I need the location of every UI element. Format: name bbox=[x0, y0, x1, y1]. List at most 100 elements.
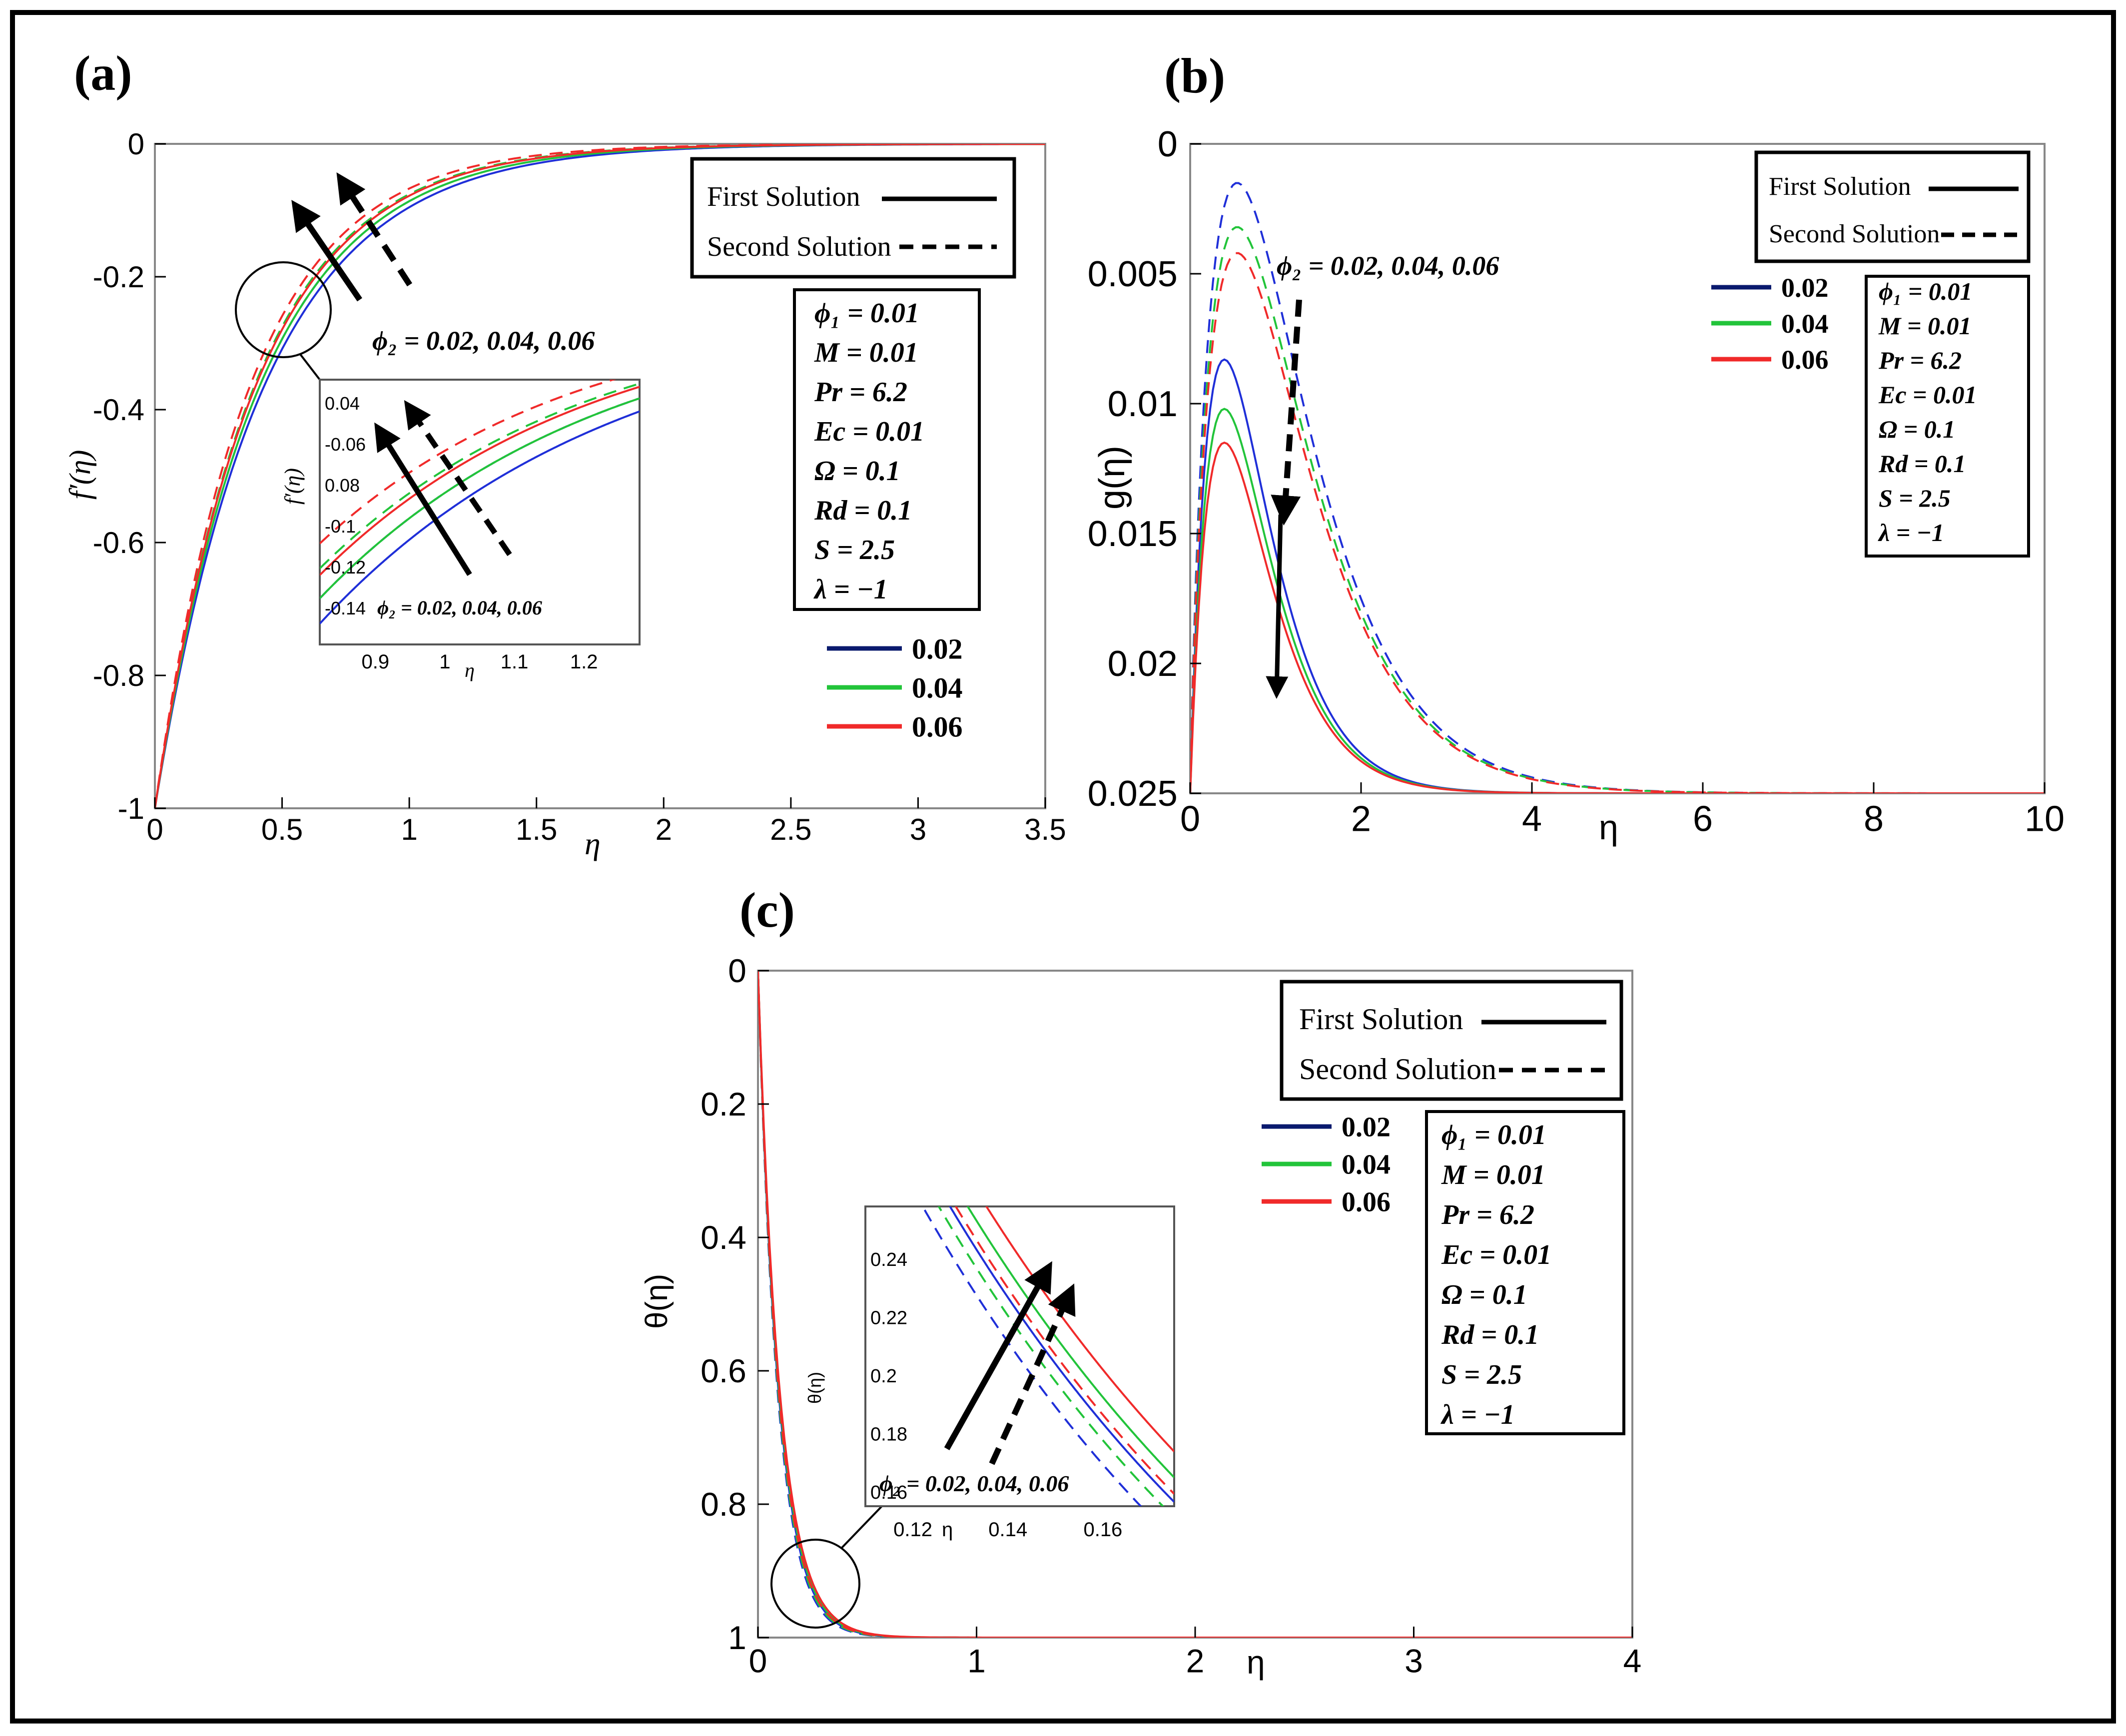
inset-curve-second-0.06 bbox=[320, 380, 617, 545]
solution-legend-a bbox=[690, 157, 1016, 279]
b-xtick-label: 0 bbox=[1180, 799, 1200, 839]
c-ytick-label: 0 bbox=[728, 952, 746, 989]
panel-label-c: (c) bbox=[739, 882, 795, 938]
inset-curve-second-0.04 bbox=[320, 383, 640, 570]
c-xtick-label: 3 bbox=[1405, 1642, 1423, 1679]
y-axis-label-b: g(η) bbox=[1092, 446, 1132, 510]
inset-curve-first-0.06 bbox=[320, 386, 640, 576]
param-text: Ec = 0.01 bbox=[1441, 1239, 1551, 1270]
x-axis-label-b: η bbox=[1599, 808, 1618, 847]
panel-label-a: (a) bbox=[74, 45, 132, 101]
inset-curve-first-0.02 bbox=[320, 410, 640, 624]
param-text: Rd = 0.1 bbox=[1441, 1319, 1539, 1350]
series-legend-label: 0.06 bbox=[1342, 1187, 1391, 1218]
inset-curve-first-0.06 bbox=[985, 1206, 1174, 1452]
a-xtick-label: 1.5 bbox=[516, 813, 557, 846]
a-ytick-label: -0.6 bbox=[93, 526, 144, 560]
param-text: λ = −1 bbox=[1440, 1399, 1515, 1430]
arrow-first-a bbox=[291, 200, 362, 302]
param-text: Ec = 0.01 bbox=[1878, 381, 1977, 409]
curve-second-0.06 bbox=[155, 144, 1045, 808]
ai-ytick-label: 0.04 bbox=[325, 393, 360, 414]
b-xtick-label: 6 bbox=[1693, 799, 1713, 839]
param-box-a bbox=[793, 288, 981, 611]
inset-y-label-a: f′(η) bbox=[280, 468, 305, 505]
param-text: Ω = 0.1 bbox=[1441, 1279, 1527, 1310]
inset-y-label-c: θ(η) bbox=[804, 1372, 825, 1404]
a-xtick-label: 1 bbox=[401, 813, 417, 846]
phi2-annotation-a: ϕ₂ = 0.02, 0.04, 0.06 bbox=[372, 326, 595, 356]
ci-ytick-label: 0.18 bbox=[870, 1424, 907, 1445]
param-text: Pr = 6.2 bbox=[814, 377, 907, 408]
param-text: M = 0.01 bbox=[1441, 1159, 1545, 1190]
inset-curve-second-0.04 bbox=[937, 1206, 1165, 1506]
a-ytick-label: 0 bbox=[128, 127, 144, 161]
ai-xtick-label: 1.2 bbox=[570, 651, 598, 673]
param-text: λ = −1 bbox=[1878, 519, 1944, 547]
inset-phi2-annotation-c: ϕ₂ = 0.02, 0.04, 0.06 bbox=[879, 1471, 1069, 1496]
x-axis-label-c: η bbox=[1247, 1644, 1265, 1681]
b-ytick-label: 0 bbox=[1158, 124, 1178, 164]
param-text: S = 2.5 bbox=[1879, 484, 1951, 512]
param-text: M = 0.01 bbox=[814, 337, 918, 368]
arrow-second-b bbox=[1271, 299, 1302, 526]
curve-first-0.06 bbox=[758, 971, 1632, 1638]
series-legend-label: 0.04 bbox=[1781, 309, 1829, 339]
b-ytick-label: 0.015 bbox=[1088, 514, 1178, 554]
param-text: Rd = 0.1 bbox=[814, 495, 912, 526]
param-text: ϕ₁ = 0.01 bbox=[1879, 277, 1972, 305]
param-text: ϕ₁ = 0.01 bbox=[814, 298, 919, 329]
param-text: S = 2.5 bbox=[814, 535, 895, 566]
c-xtick-label: 4 bbox=[1623, 1642, 1642, 1679]
b-xtick-label: 4 bbox=[1522, 799, 1542, 839]
series-legend-label: 0.02 bbox=[1781, 273, 1829, 303]
b-ytick-label: 0.01 bbox=[1108, 384, 1178, 424]
ai-ytick-label: -0.14 bbox=[325, 598, 366, 618]
panel-a: 0 0.5 1 1.5 2 2.5 3 3.5 0 -0.2 -0.4 -0.6 -0.8 -1 η f… bbox=[63, 127, 1066, 861]
c-ytick-label: 0.6 bbox=[701, 1352, 746, 1389]
inset-c bbox=[864, 1205, 1175, 1507]
param-text: Pr = 6.2 bbox=[1878, 346, 1962, 374]
param-text: Ω = 0.1 bbox=[1879, 415, 1955, 443]
c-xtick-label: 2 bbox=[1186, 1642, 1205, 1679]
c-xtick-label: 1 bbox=[967, 1642, 986, 1679]
ci-xtick-label: 0.14 bbox=[988, 1519, 1027, 1541]
arrow-first-b bbox=[1266, 514, 1289, 699]
ci-xtick-label: 0.16 bbox=[1083, 1519, 1122, 1541]
inset-arrow-first-a bbox=[374, 422, 472, 576]
a-ytick-label: -1 bbox=[118, 792, 144, 825]
param-text: M = 0.01 bbox=[1878, 312, 1971, 340]
param-text: Rd = 0.1 bbox=[1878, 450, 1966, 478]
x-axis-label-a: η bbox=[585, 826, 601, 861]
a-xtick-label: 2.5 bbox=[770, 813, 811, 846]
legend-second-label-c: Second Solution bbox=[1299, 1053, 1496, 1086]
series-legend-label: 0.06 bbox=[912, 710, 963, 743]
zoom-connector-a bbox=[299, 353, 321, 381]
legend-first-label-a: First Solution bbox=[707, 181, 860, 212]
b-ytick-label: 0.02 bbox=[1108, 644, 1178, 684]
c-xtick-label: 0 bbox=[749, 1642, 767, 1679]
ai-ytick-label: -0.12 bbox=[325, 557, 366, 578]
ai-xtick-label: 1.1 bbox=[501, 651, 529, 673]
b-ytick-label: 0.025 bbox=[1088, 774, 1178, 814]
param-text: Ω = 0.1 bbox=[814, 456, 900, 487]
c-ytick-label: 0.2 bbox=[701, 1086, 746, 1123]
inset-curve-first-0.04 bbox=[966, 1206, 1174, 1478]
c-ytick-label: 0.4 bbox=[701, 1219, 746, 1256]
ci-xtick-label: 0.12 bbox=[893, 1519, 932, 1541]
legend-second-label-b: Second Solution bbox=[1769, 220, 1940, 248]
curve-first-0.06 bbox=[1190, 441, 2045, 793]
a-xtick-label: 0.5 bbox=[261, 813, 303, 846]
b-xtick-label: 8 bbox=[1864, 799, 1884, 839]
inset-x-label-a: η bbox=[465, 659, 475, 681]
ai-ytick-label: -0.1 bbox=[325, 516, 356, 537]
ci-ytick-label: 0.22 bbox=[870, 1307, 907, 1328]
series-legend-label: 0.04 bbox=[1342, 1150, 1391, 1180]
param-text: Pr = 6.2 bbox=[1441, 1199, 1534, 1230]
series-legend-label: 0.02 bbox=[912, 632, 963, 665]
legend-second-label-a: Second Solution bbox=[707, 231, 891, 262]
ci-ytick-label: 0.24 bbox=[870, 1249, 907, 1270]
a-xtick-label: 3 bbox=[910, 813, 926, 846]
